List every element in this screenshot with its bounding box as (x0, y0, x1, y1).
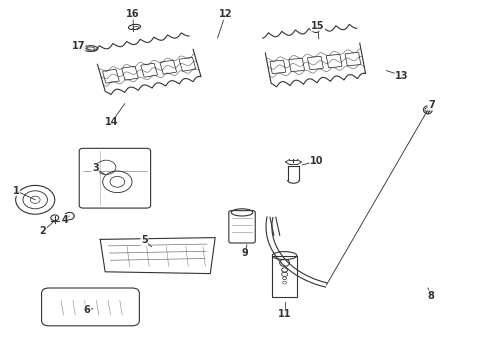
Text: 15: 15 (310, 21, 324, 31)
Text: 1: 1 (13, 186, 20, 196)
Text: 10: 10 (309, 156, 323, 166)
Text: 6: 6 (83, 305, 90, 315)
Text: 12: 12 (218, 9, 232, 19)
Text: 8: 8 (427, 291, 434, 301)
Text: 3: 3 (92, 163, 99, 174)
Text: 9: 9 (241, 248, 247, 258)
Text: 2: 2 (40, 226, 46, 236)
Text: 4: 4 (61, 215, 68, 225)
Text: 11: 11 (277, 309, 291, 319)
Text: 5: 5 (141, 235, 147, 246)
Text: 7: 7 (427, 100, 434, 110)
Text: 14: 14 (104, 117, 118, 127)
Text: 16: 16 (126, 9, 140, 19)
Text: 17: 17 (71, 41, 85, 51)
Bar (272, 256, 296, 297)
Text: 13: 13 (394, 71, 408, 81)
